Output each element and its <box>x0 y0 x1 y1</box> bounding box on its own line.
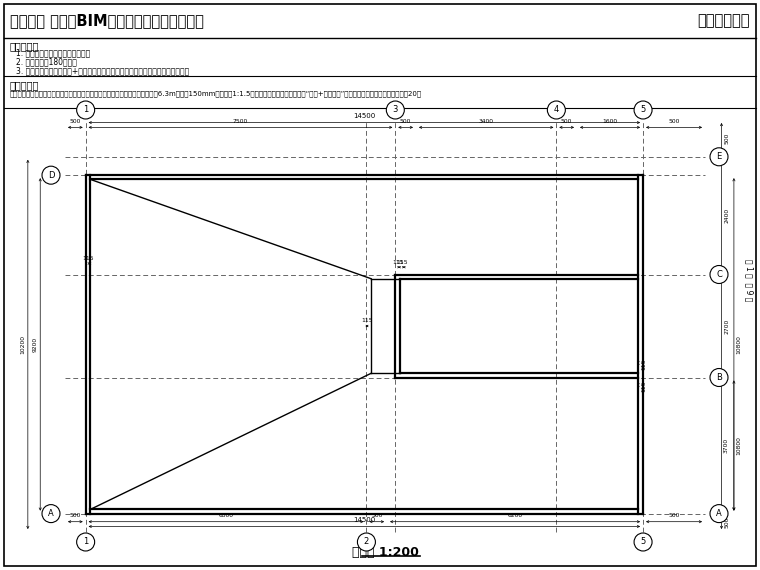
Circle shape <box>710 266 728 283</box>
Text: 中国图学学会: 中国图学学会 <box>698 14 750 28</box>
Text: 2700: 2700 <box>724 319 729 333</box>
Text: 10800: 10800 <box>736 335 742 354</box>
Text: 第十一期 「全国BIM技能等级考试」一级试题: 第十一期 「全国BIM技能等级考试」一级试题 <box>10 14 204 28</box>
Text: 3: 3 <box>393 105 398 115</box>
Text: A: A <box>48 509 54 518</box>
Text: 平面图 1:200: 平面图 1:200 <box>352 545 419 559</box>
Circle shape <box>710 504 728 523</box>
Text: 500: 500 <box>724 133 729 144</box>
Text: 2400: 2400 <box>724 208 729 223</box>
Text: 500: 500 <box>400 119 411 124</box>
Text: 115: 115 <box>641 381 646 392</box>
Text: 2. 考试时间为180分钟；: 2. 考试时间为180分钟； <box>16 57 77 66</box>
Text: E: E <box>717 152 722 161</box>
Text: 1600: 1600 <box>603 119 618 124</box>
Text: 500: 500 <box>724 517 729 528</box>
Text: A: A <box>716 509 722 518</box>
Text: 试题部分：: 试题部分： <box>10 80 40 90</box>
Circle shape <box>42 504 60 523</box>
Text: C: C <box>716 270 722 279</box>
Circle shape <box>357 533 375 551</box>
Circle shape <box>547 101 565 119</box>
Text: 500: 500 <box>371 513 382 518</box>
Text: D: D <box>48 170 54 180</box>
Text: 第 1 页  共 9 页: 第 1 页 共 9 页 <box>745 259 753 301</box>
Circle shape <box>634 533 652 551</box>
Circle shape <box>77 533 95 551</box>
Circle shape <box>42 166 60 184</box>
Circle shape <box>386 101 404 119</box>
Text: 4: 4 <box>554 105 559 115</box>
Circle shape <box>634 101 652 119</box>
Text: 3400: 3400 <box>479 119 494 124</box>
Text: 500: 500 <box>668 119 679 124</box>
Text: 115: 115 <box>392 260 404 264</box>
Text: 500: 500 <box>70 513 81 518</box>
Text: 10800: 10800 <box>736 436 742 455</box>
Text: B: B <box>716 373 722 382</box>
Text: 一、根据下图给定数据创建轴网与屋顶，轴网显示方式参考下图，屋顶底标高为6.3m，厚度150mm，坡度为1:1.5，材质不限，请将模型文件以“屋顶+考生姓名”为文: 一、根据下图给定数据创建轴网与屋顶，轴网显示方式参考下图，屋顶底标高为6.3m，… <box>10 90 422 96</box>
Text: 5: 5 <box>641 538 646 547</box>
Text: 3700: 3700 <box>724 438 729 453</box>
Text: 考试要求：: 考试要求： <box>10 41 40 51</box>
Text: 115: 115 <box>397 260 408 264</box>
Text: 6200: 6200 <box>508 513 523 518</box>
Circle shape <box>77 101 95 119</box>
Text: 115: 115 <box>82 256 93 261</box>
Text: 9200: 9200 <box>33 337 38 352</box>
Text: 7500: 7500 <box>233 119 248 124</box>
Text: 14500: 14500 <box>353 113 375 119</box>
Text: 500: 500 <box>561 119 572 124</box>
Text: 2: 2 <box>364 538 369 547</box>
Text: 1: 1 <box>83 538 88 547</box>
Text: 500: 500 <box>668 513 679 518</box>
Circle shape <box>710 368 728 386</box>
Text: 115: 115 <box>641 359 646 370</box>
Text: 3. 新建文件夹（以考场号+桌位号命名），用于存放本次考试中生成的全部文件。: 3. 新建文件夹（以考场号+桌位号命名），用于存放本次考试中生成的全部文件。 <box>16 66 189 75</box>
Text: 6800: 6800 <box>219 513 233 518</box>
Text: 14500: 14500 <box>353 517 375 523</box>
Text: 10200: 10200 <box>21 335 25 354</box>
Text: 115: 115 <box>361 319 373 324</box>
Text: 500: 500 <box>70 119 81 124</box>
Text: 1. 考试方式：计算机操作，闭卷；: 1. 考试方式：计算机操作，闭卷； <box>16 48 90 57</box>
Text: 5: 5 <box>641 105 646 115</box>
Circle shape <box>710 148 728 166</box>
Text: 1: 1 <box>83 105 88 115</box>
